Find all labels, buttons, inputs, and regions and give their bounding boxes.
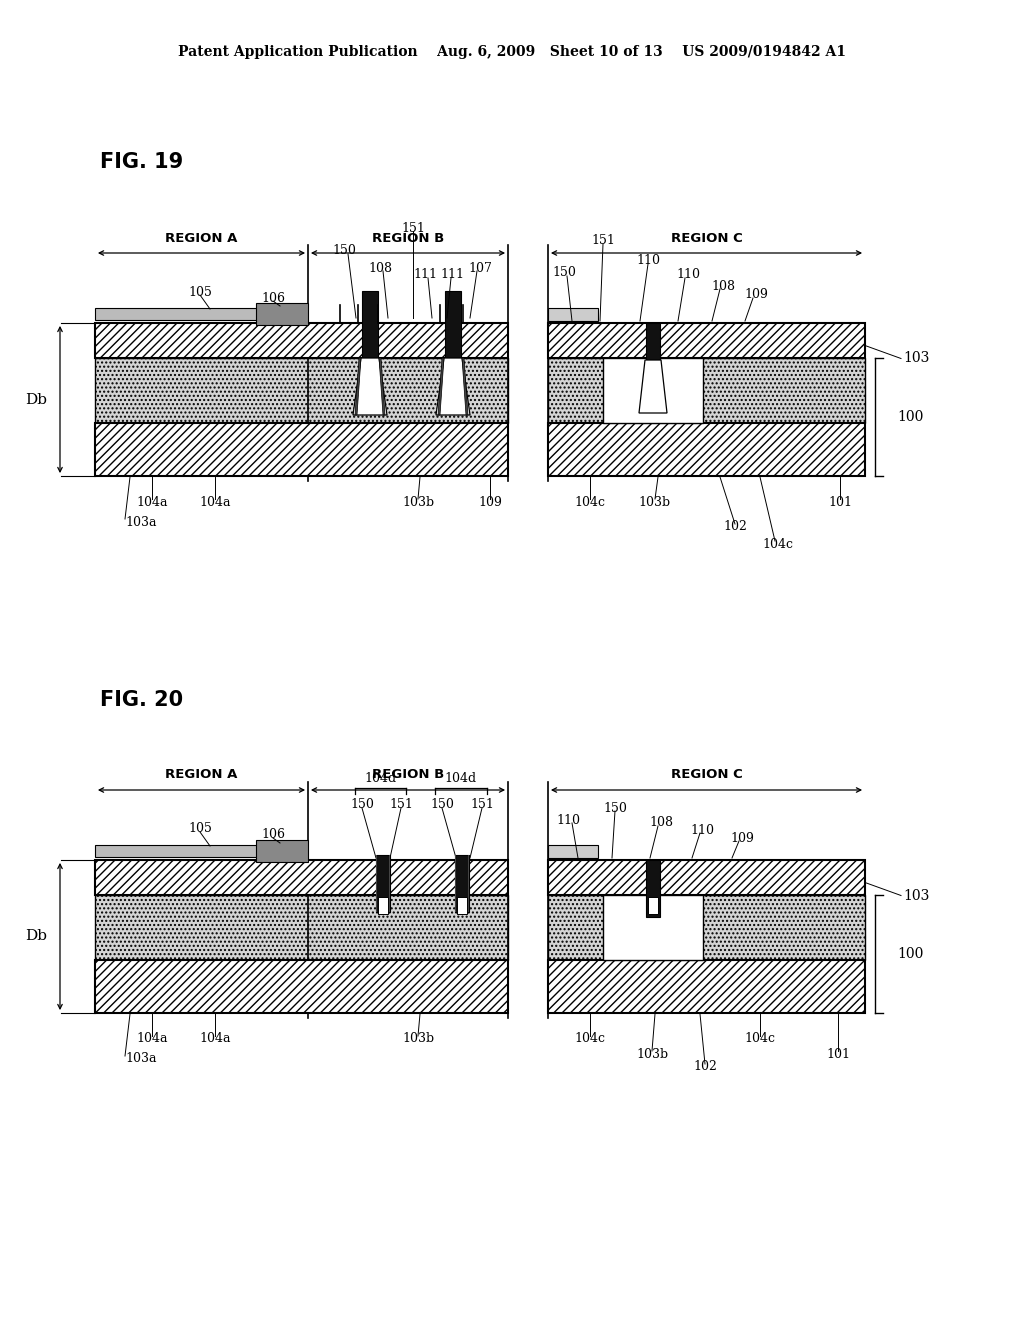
Text: 150: 150: [552, 267, 575, 280]
Bar: [457, 898, 467, 913]
Text: 107: 107: [468, 261, 492, 275]
Text: REGION C: REGION C: [671, 768, 742, 781]
Bar: [548, 895, 865, 960]
Bar: [548, 358, 865, 422]
Text: 103: 103: [903, 888, 930, 903]
Bar: [548, 861, 865, 895]
Bar: [548, 845, 598, 858]
Text: 100: 100: [897, 411, 924, 424]
Text: 151: 151: [389, 799, 413, 812]
Polygon shape: [462, 358, 468, 414]
Text: REGION A: REGION A: [165, 231, 238, 244]
Bar: [376, 855, 390, 912]
Text: 104c: 104c: [574, 495, 605, 508]
Text: 104a: 104a: [200, 1032, 230, 1045]
Text: 111: 111: [440, 268, 464, 281]
Text: 108: 108: [711, 280, 735, 293]
Text: 105: 105: [188, 822, 212, 836]
Text: 111: 111: [413, 268, 437, 281]
Text: 150: 150: [350, 799, 374, 812]
Text: 109: 109: [478, 495, 502, 508]
Bar: [95, 895, 508, 960]
Text: 150: 150: [603, 801, 627, 814]
Text: 103: 103: [903, 351, 930, 366]
Text: 151: 151: [470, 799, 494, 812]
Bar: [256, 304, 308, 325]
Text: 110: 110: [556, 813, 580, 826]
Text: REGION C: REGION C: [671, 231, 742, 244]
Bar: [548, 323, 865, 358]
Text: 110: 110: [690, 824, 714, 837]
Text: 104a: 104a: [136, 495, 168, 508]
Polygon shape: [639, 360, 667, 413]
Bar: [445, 290, 461, 358]
Text: 101: 101: [826, 1048, 850, 1060]
Bar: [646, 861, 660, 917]
Text: 104c: 104c: [574, 1032, 605, 1045]
Text: 103b: 103b: [402, 495, 434, 508]
Text: 103b: 103b: [402, 1032, 434, 1045]
Text: 104a: 104a: [136, 1032, 168, 1045]
Text: 103a: 103a: [125, 516, 157, 528]
Text: 109: 109: [730, 832, 754, 845]
Text: 100: 100: [897, 946, 924, 961]
Text: 105: 105: [188, 285, 212, 298]
Text: REGION B: REGION B: [372, 768, 444, 781]
Text: 108: 108: [368, 261, 392, 275]
Text: 104a: 104a: [200, 495, 230, 508]
Text: 102: 102: [693, 1060, 717, 1073]
Text: 104d: 104d: [445, 771, 477, 784]
Polygon shape: [379, 358, 385, 414]
Text: FIG. 20: FIG. 20: [100, 690, 183, 710]
Bar: [378, 898, 388, 913]
Bar: [646, 323, 660, 376]
Text: 109: 109: [744, 289, 768, 301]
Bar: [95, 308, 258, 319]
Text: 110: 110: [636, 255, 660, 268]
Polygon shape: [353, 358, 387, 414]
Text: Patent Application Publication    Aug. 6, 2009   Sheet 10 of 13    US 2009/01948: Patent Application Publication Aug. 6, 2…: [178, 45, 846, 59]
Polygon shape: [355, 358, 361, 414]
Bar: [95, 422, 508, 477]
Text: 104c: 104c: [744, 1032, 775, 1045]
Bar: [95, 960, 508, 1012]
Text: 104c: 104c: [763, 537, 794, 550]
Text: Db: Db: [25, 392, 47, 407]
Text: 151: 151: [591, 235, 615, 248]
Text: 102: 102: [723, 520, 746, 533]
Bar: [95, 861, 508, 895]
Text: REGION B: REGION B: [372, 231, 444, 244]
Bar: [455, 855, 469, 912]
Bar: [603, 358, 703, 422]
Bar: [548, 960, 865, 1012]
Text: 110: 110: [676, 268, 700, 281]
Text: 150: 150: [430, 799, 454, 812]
Polygon shape: [438, 358, 444, 414]
Text: 150: 150: [332, 244, 356, 257]
Text: 106: 106: [261, 829, 285, 842]
Bar: [648, 898, 658, 913]
Bar: [95, 323, 508, 358]
Bar: [548, 308, 598, 321]
Text: 104d: 104d: [365, 771, 396, 784]
Text: REGION A: REGION A: [165, 768, 238, 781]
Bar: [256, 840, 308, 862]
Bar: [548, 422, 865, 477]
Text: 106: 106: [261, 292, 285, 305]
Text: 103a: 103a: [125, 1052, 157, 1065]
Text: 103b: 103b: [636, 1048, 668, 1060]
Polygon shape: [436, 358, 470, 414]
Text: 108: 108: [649, 817, 673, 829]
Bar: [95, 358, 508, 422]
Bar: [603, 895, 703, 960]
Text: 101: 101: [828, 495, 852, 508]
Text: 151: 151: [401, 222, 425, 235]
Bar: [95, 845, 258, 857]
Text: 103b: 103b: [639, 495, 671, 508]
Text: FIG. 19: FIG. 19: [100, 152, 183, 172]
Bar: [362, 290, 378, 358]
Text: Db: Db: [25, 929, 47, 944]
